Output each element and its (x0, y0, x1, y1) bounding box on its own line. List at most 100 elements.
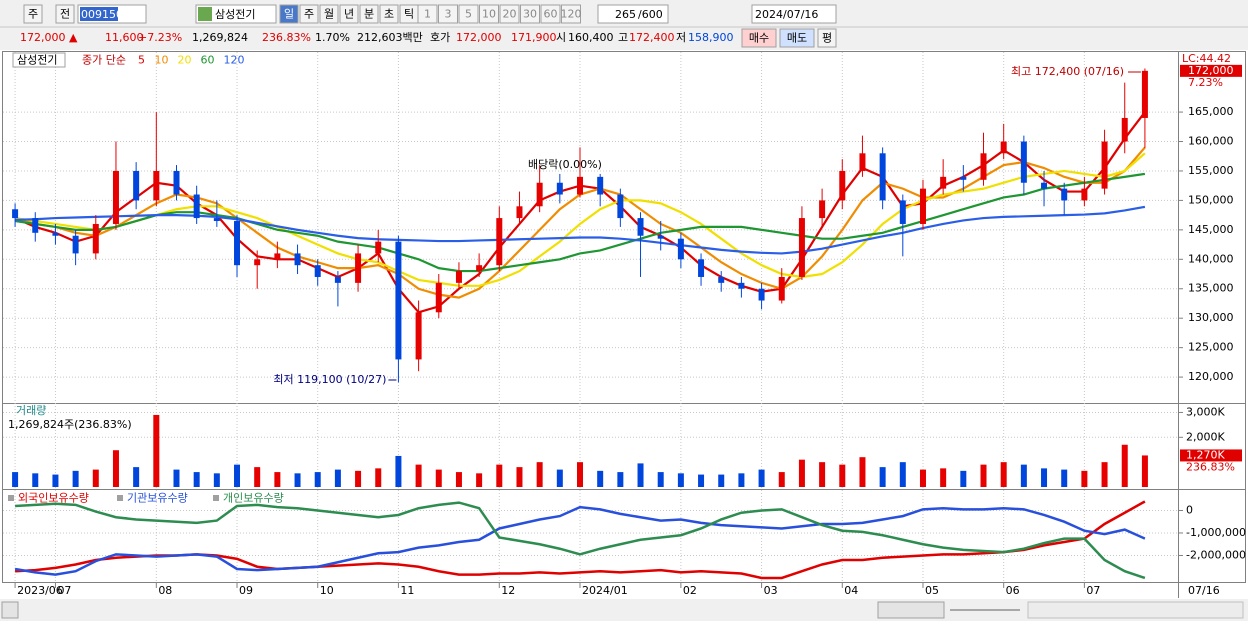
x-tick-label: 02 (683, 584, 697, 597)
price-tag (1180, 64, 1242, 77)
candle-body (1101, 141, 1108, 189)
candle-body (1020, 141, 1027, 183)
volume-bar (1000, 462, 1007, 487)
period-box[interactable] (319, 4, 339, 24)
interval: 5 (465, 8, 472, 21)
candle-body (1041, 182, 1048, 189)
volume-bar (819, 462, 826, 487)
count: 265 (615, 8, 636, 21)
volume-bar (637, 463, 644, 487)
interval-box[interactable] (458, 4, 479, 24)
y-tick-label: 160,000 (1188, 135, 1234, 148)
quote-high: 172,400 (629, 31, 675, 44)
volume-bar (617, 472, 624, 487)
legend-swatch (8, 495, 14, 501)
quote-ask: 172,000 (456, 31, 502, 44)
quote-amount: 212,603백만 (357, 31, 423, 44)
candle-body (476, 265, 483, 272)
interval-box[interactable] (540, 4, 561, 24)
period-box[interactable] (379, 4, 399, 24)
buy-box[interactable] (741, 28, 777, 48)
candle-body (193, 194, 200, 219)
volume-bar (1081, 470, 1088, 487)
name-box[interactable] (195, 4, 277, 24)
period-box[interactable] (279, 4, 299, 24)
legend-entry: 120 (224, 54, 245, 67)
volume-tag-label: 1,270K (1186, 448, 1225, 461)
buy: 매수 (749, 32, 769, 45)
sell-box[interactable] (779, 28, 815, 48)
volume-bar (395, 455, 402, 487)
volume-bar (960, 470, 967, 487)
volume-bar (879, 467, 886, 487)
interval-box[interactable] (438, 4, 458, 24)
candle-body (173, 170, 180, 195)
candle-body (1141, 70, 1148, 118)
quote-low-label: 저 (676, 31, 686, 44)
interval: 30 (523, 8, 537, 21)
quote-price: 172,000 ▲ (20, 31, 78, 44)
interval-box[interactable] (479, 4, 499, 24)
quote-open-label: 시 (556, 31, 566, 44)
candle-body (940, 176, 947, 189)
legend-entry: 개인보유수량 (223, 492, 284, 505)
candle-body (516, 206, 523, 219)
quote-bid: 171,900 (511, 31, 557, 44)
count-box[interactable] (597, 4, 669, 24)
volume-bar (758, 469, 765, 487)
period-box[interactable] (339, 4, 359, 24)
interval-box[interactable] (417, 4, 438, 24)
name-icon (198, 7, 212, 21)
holding-line (15, 501, 1146, 580)
interval-box[interactable] (520, 4, 540, 24)
volume-bar (839, 464, 846, 487)
legend-entry: 60 (201, 54, 215, 67)
volume-bar (375, 468, 382, 487)
period-box[interactable] (299, 4, 319, 24)
candle-body (536, 182, 543, 207)
type-box[interactable] (55, 4, 75, 24)
eval-box[interactable] (817, 28, 837, 48)
candle-body (637, 218, 644, 236)
candle-body (758, 288, 765, 301)
volume-ratio-label: 236.83% (1186, 460, 1235, 473)
candle-body (435, 282, 442, 313)
volume-bar (193, 472, 200, 487)
last-date: 07/16 (1188, 584, 1220, 597)
panel-title: 거래량 (16, 404, 46, 417)
volume-bar (940, 468, 947, 487)
tool-icons[interactable] (1027, 601, 1244, 619)
candle-body (213, 218, 220, 222)
volume-bar (778, 472, 785, 487)
name-tag (12, 52, 66, 68)
period: 초 (384, 8, 394, 21)
volume-bar (12, 472, 19, 487)
x-tick-label: 2024/01 (582, 584, 628, 597)
candle-body (153, 170, 160, 201)
scroll-controls[interactable] (877, 601, 945, 619)
candle-body (314, 265, 321, 277)
candle-body (1121, 117, 1128, 142)
date-box[interactable] (751, 4, 837, 24)
legend-entry: 10 (155, 54, 169, 67)
volume-bar (657, 472, 664, 487)
interval-box[interactable] (561, 4, 581, 24)
volume-bar (476, 473, 483, 487)
period-box[interactable] (359, 4, 379, 24)
legend-entry: 외국인보유수량 (18, 492, 89, 505)
y-tick-label: 2,000K (1186, 430, 1225, 443)
legend-swatch (117, 495, 123, 501)
candle-body (919, 188, 926, 224)
volume-bar (52, 474, 59, 487)
scroll-left[interactable] (1, 601, 19, 619)
volume-bar (1020, 464, 1027, 487)
x-tick-label: 08 (158, 584, 172, 597)
period: 틱 (404, 8, 414, 21)
chart-frame (2, 51, 1246, 583)
quote-open: 160,400 (568, 31, 614, 44)
max-count: /600 (638, 8, 663, 21)
candle-body (798, 218, 805, 277)
interval-box[interactable] (499, 4, 520, 24)
market-box[interactable] (23, 4, 43, 24)
volume-tag (1180, 449, 1242, 462)
